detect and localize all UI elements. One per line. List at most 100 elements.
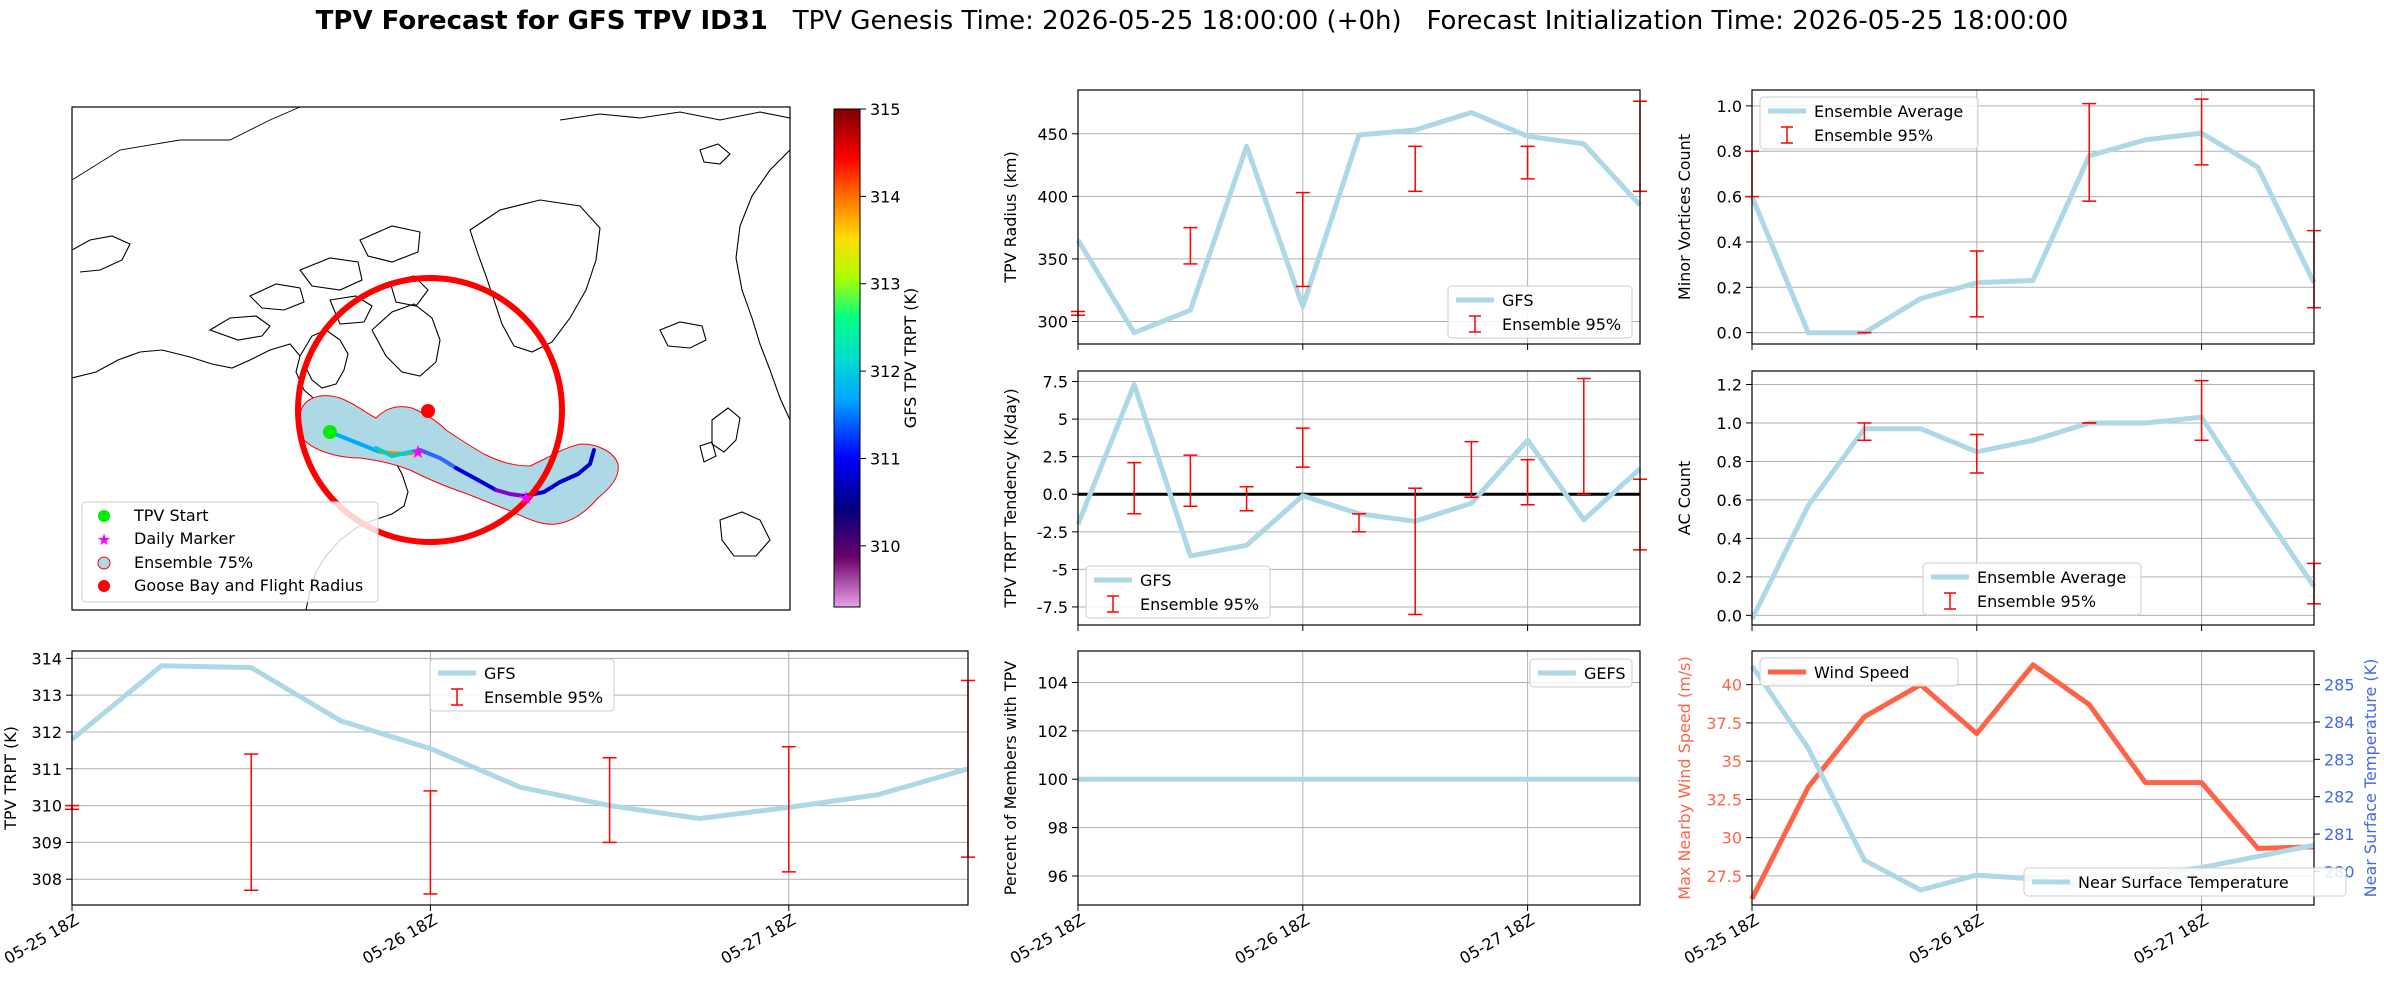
map-baffin-island bbox=[371, 303, 441, 377]
y-tick-label: 104 bbox=[1037, 673, 1068, 692]
y-tick-label: 0.6 bbox=[1717, 491, 1742, 510]
chart-wind_temp: 27.5 30 32.5 35 37.5 40 05-25 18Z 05-26 18Z 05-2… bbox=[1675, 650, 2380, 968]
y-tick-label: 350 bbox=[1037, 250, 1068, 269]
y-tick-label: 27.5 bbox=[1706, 867, 1742, 886]
error-bar bbox=[1520, 458, 1535, 506]
legend-daily-label: Daily Marker bbox=[134, 529, 235, 548]
y-tick-label: 314 bbox=[31, 649, 62, 668]
legend-label: GFS bbox=[1502, 291, 1533, 310]
colorbar: GFS TPV TRPT (K) 310 311 312 313 314 315 bbox=[833, 100, 920, 608]
map-british-isles bbox=[699, 407, 741, 463]
y-axis-label: AC Count bbox=[1675, 461, 1694, 535]
map-svalbard bbox=[699, 143, 731, 165]
y-tick-label: -5 bbox=[1052, 560, 1068, 579]
y-tick-label: 311 bbox=[31, 760, 62, 779]
y-tick-label: 102 bbox=[1037, 722, 1068, 741]
map-iceland bbox=[659, 321, 707, 349]
colorbar-tick-label: 311 bbox=[870, 449, 901, 468]
series-line bbox=[1749, 662, 2315, 901]
error-bar bbox=[1183, 454, 1198, 508]
error-bar bbox=[1969, 250, 1984, 318]
error-bar bbox=[2194, 379, 2209, 442]
error-bar bbox=[2082, 102, 2097, 202]
error-bar bbox=[1239, 485, 1254, 512]
error-bar bbox=[1408, 487, 1423, 616]
y-tick-label: 0.2 bbox=[1717, 568, 1742, 587]
plot-frame bbox=[1077, 370, 1641, 626]
tpv-track-segment bbox=[494, 488, 526, 498]
y-tick-label: 5 bbox=[1058, 410, 1068, 429]
y2-tick-label: 284 bbox=[2324, 713, 2355, 732]
legend: GEFS bbox=[1529, 658, 1633, 688]
plot-frame bbox=[71, 650, 969, 906]
daily-marker: ★ bbox=[410, 442, 426, 463]
legend: GFS Ensemble 95% bbox=[1447, 285, 1633, 339]
legend-box bbox=[1759, 657, 1959, 687]
y2-tick-label: 281 bbox=[2324, 825, 2355, 844]
legend-temp: Near Surface Temperature bbox=[2023, 867, 2347, 897]
y-tick-label: 313 bbox=[31, 686, 62, 705]
error-bar bbox=[423, 790, 438, 895]
y-tick-label: 7.5 bbox=[1043, 373, 1068, 392]
error-bar bbox=[1576, 377, 1591, 495]
series-line bbox=[1075, 110, 1642, 336]
plot-frame bbox=[1751, 89, 2315, 345]
map-alaska bbox=[72, 235, 131, 273]
colorbar-label: GFS TPV TRPT (K) bbox=[901, 288, 920, 428]
y-tick-label: 0.4 bbox=[1717, 529, 1742, 548]
y-tick-label: 35 bbox=[1722, 752, 1742, 771]
tpv-start-marker bbox=[323, 425, 337, 439]
legend-box bbox=[2023, 867, 2347, 897]
y-tick-label: 450 bbox=[1037, 125, 1068, 144]
legend-label: Ensemble 95% bbox=[1502, 315, 1621, 334]
tpv-track-segment bbox=[522, 448, 596, 498]
legend-label: Wind Speed bbox=[1814, 663, 1909, 682]
legend-box bbox=[1759, 96, 1979, 150]
y-tick-label: -7.5 bbox=[1037, 598, 1068, 617]
legend-label: Ensemble 95% bbox=[484, 688, 603, 707]
y-tick-label: 32.5 bbox=[1706, 790, 1742, 809]
chart-radius: 300 350 400 450 TPV Radius (km) GFS Ensemble 9… bbox=[1001, 89, 1647, 350]
error-bar bbox=[1969, 433, 1984, 474]
map-europe bbox=[735, 149, 790, 421]
y-tick-label: 309 bbox=[31, 833, 62, 852]
legend-daily-swatch: ★ bbox=[97, 530, 111, 549]
legend: Ensemble Average Ensemble 95% bbox=[1922, 562, 2142, 616]
legend-ensemble-swatch bbox=[97, 556, 111, 570]
y-tick-label: 308 bbox=[31, 870, 62, 889]
colorbar-tick-label: 315 bbox=[870, 100, 901, 119]
y-tick-label: 1.2 bbox=[1717, 375, 1742, 394]
y-tick-label: 312 bbox=[31, 723, 62, 742]
plot-frame bbox=[1751, 650, 2315, 906]
series-line bbox=[70, 663, 969, 821]
y-axis-label: Max Nearby Wind Speed (m/s) bbox=[1675, 656, 1694, 899]
map-panel: ★ ★ TPV Start ★ Daily Marker Ensemble 75… bbox=[71, 100, 920, 611]
x-tick-label: 05-26 18Z bbox=[359, 910, 440, 968]
error-bar bbox=[1352, 513, 1366, 533]
legend-wind: Wind Speed bbox=[1759, 657, 1959, 687]
error-bar bbox=[1183, 226, 1198, 265]
y-axis-label: TPV Radius (km) bbox=[1001, 151, 1020, 284]
y-tick-label: 100 bbox=[1037, 770, 1068, 789]
chart-vortices: 0.0 0.2 0.4 0.6 0.8 1.0 Minor Vortices Count En… bbox=[1675, 89, 2321, 350]
plot-frame bbox=[1077, 89, 1641, 345]
series-line bbox=[1749, 130, 2317, 336]
colorbar-gradient bbox=[833, 108, 861, 608]
y2-axis-label: Near Surface Temperature (K) bbox=[2361, 659, 2380, 898]
tpv-track-segment bbox=[374, 446, 422, 459]
legend-label: Ensemble 95% bbox=[1814, 126, 1933, 145]
y-tick-label: 98 bbox=[1048, 819, 1068, 838]
y-tick-label: 1.0 bbox=[1717, 97, 1742, 116]
error-bar bbox=[1408, 145, 1423, 193]
y-tick-label: 0.4 bbox=[1717, 233, 1742, 252]
y-tick-label: 0.0 bbox=[1717, 324, 1742, 343]
flight-radius-circle bbox=[295, 275, 565, 545]
x-tick-label: 05-25 18Z bbox=[1, 910, 82, 968]
colorbar-tick-label: 314 bbox=[870, 187, 901, 206]
legend-box bbox=[1922, 562, 2142, 616]
y-tick-label: 400 bbox=[1037, 187, 1068, 206]
y-tick-label: 0.8 bbox=[1717, 452, 1742, 471]
map-date-line bbox=[72, 107, 301, 181]
map-hudson-bay bbox=[299, 329, 349, 389]
legend-label: GEFS bbox=[1584, 664, 1626, 683]
